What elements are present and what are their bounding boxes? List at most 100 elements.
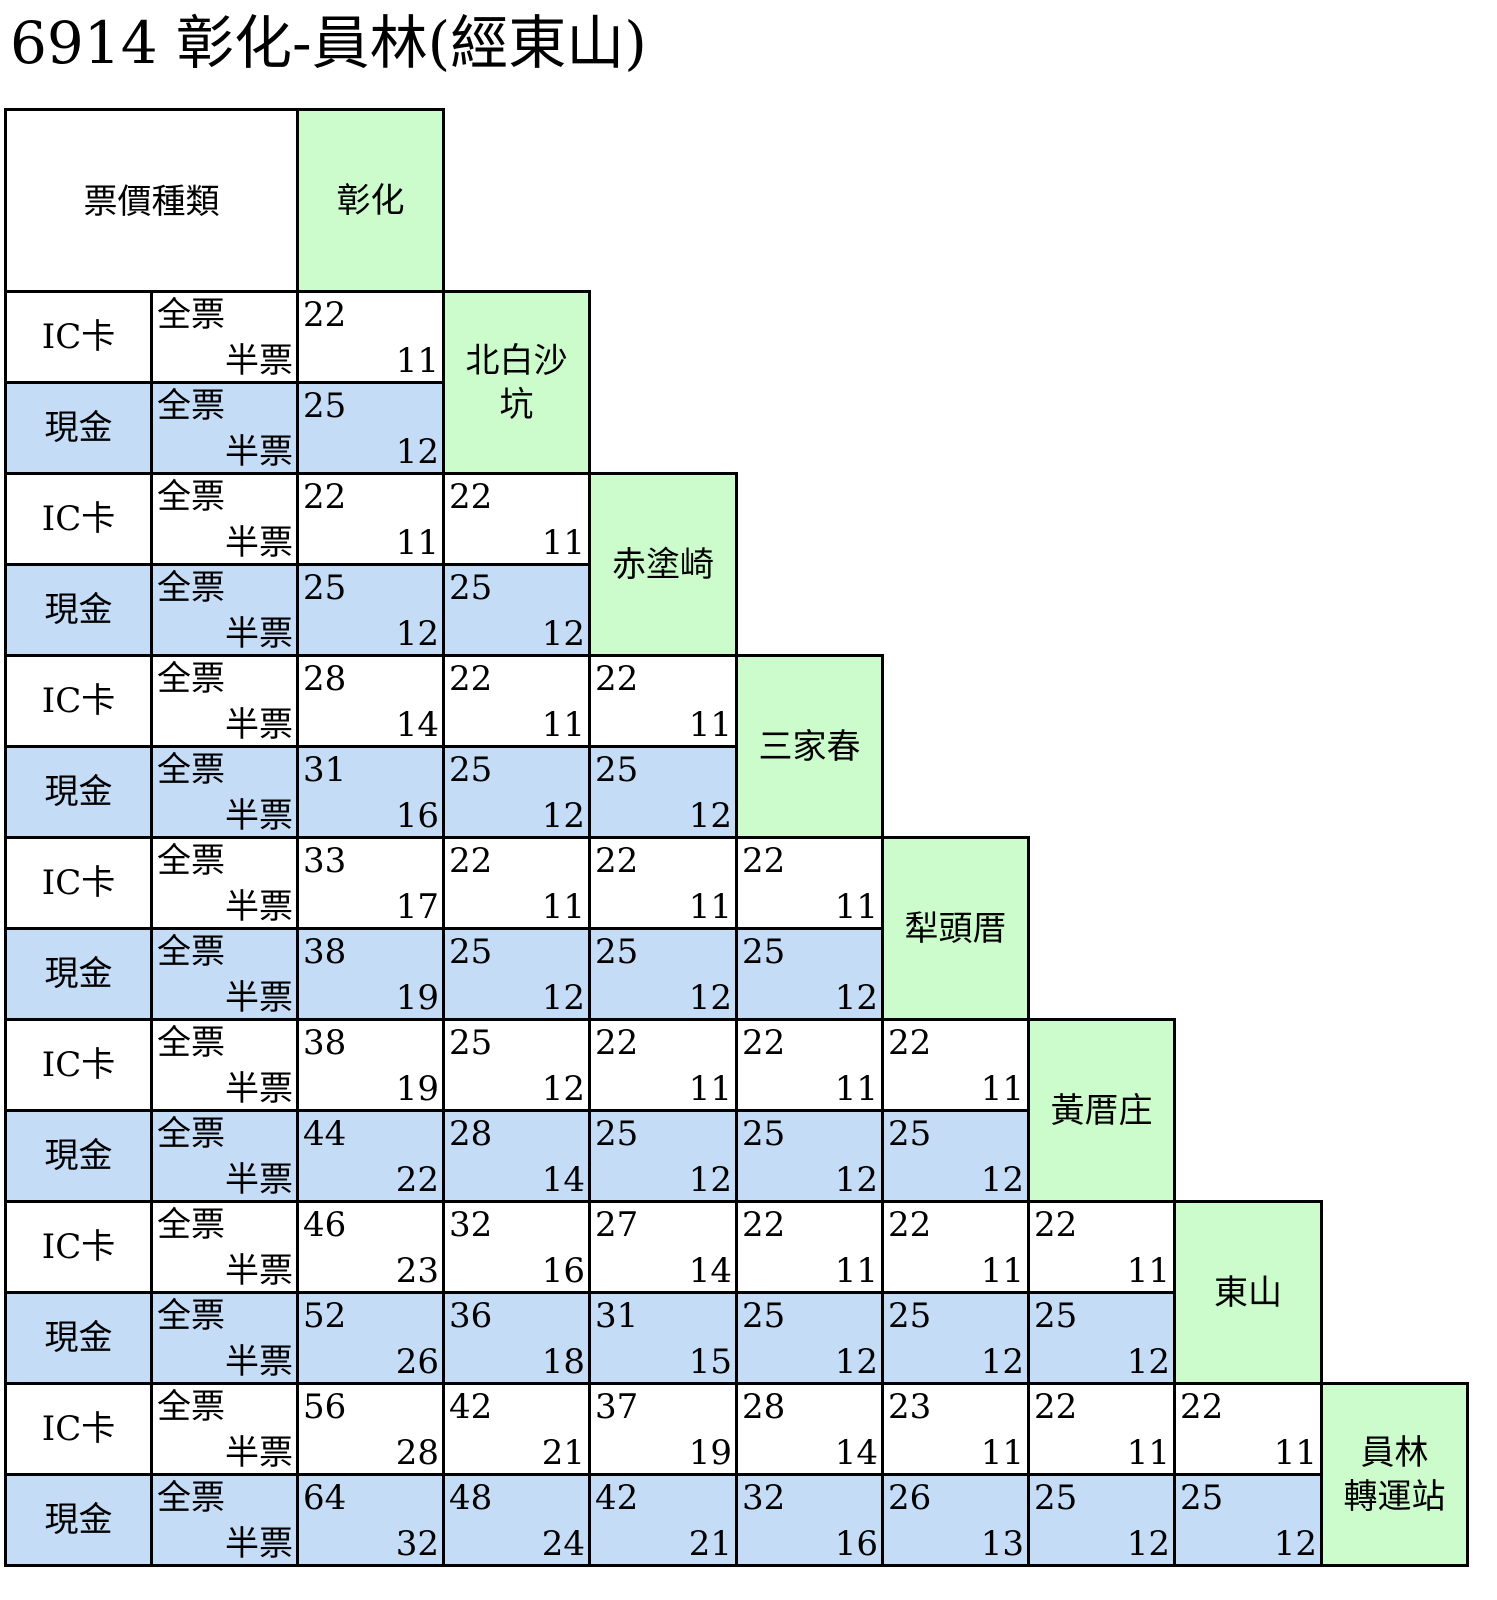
half-fare-value: 11	[1273, 1433, 1317, 1473]
half-fare-value: 12	[688, 1160, 732, 1200]
half-fare-value: 12	[688, 978, 732, 1018]
full-fare-value: 38	[303, 1023, 347, 1063]
full-fare-value: 22	[1034, 1387, 1078, 1427]
station-cell: 赤塗崎	[588, 472, 738, 657]
cash-fare-cell: 28 14	[442, 1109, 591, 1203]
full-ticket-label: 全票	[157, 295, 225, 335]
cash-fare-cell: 44 22	[296, 1109, 445, 1203]
station-name: 犁頭厝	[904, 908, 1007, 949]
half-fare-value: 18	[541, 1342, 585, 1382]
cash-fare-cell: 25 12	[881, 1291, 1030, 1385]
ic-fare-cell: 28 14	[735, 1382, 884, 1476]
half-fare-value: 11	[688, 705, 732, 745]
cash-label: 現金	[4, 1291, 153, 1385]
ic-fare-cell: 42 21	[442, 1382, 591, 1476]
station-name: 員林 轉運站	[1343, 1432, 1446, 1517]
ic-fare-cell: 33 17	[296, 836, 445, 930]
cash-fare-cell: 38 19	[296, 927, 445, 1021]
cash-text: 現金	[44, 772, 113, 812]
half-fare-value: 11	[688, 1069, 732, 1109]
half-ticket-label: 半票	[225, 1251, 293, 1291]
ic-card-label: IC卡	[4, 654, 153, 748]
ic-card-text: IC卡	[41, 1045, 116, 1085]
full-fare-value: 42	[595, 1478, 639, 1518]
ic-fare-cell: 22 11	[1027, 1200, 1176, 1294]
cash-fare-cell: 25 12	[442, 745, 591, 839]
cash-fare-cell: 36 18	[442, 1291, 591, 1385]
ic-card-label: IC卡	[4, 290, 153, 384]
ticket-type-cell: 全票 半票	[150, 745, 299, 839]
station-name: 黃厝庄	[1050, 1090, 1153, 1131]
full-fare-value: 31	[303, 750, 347, 790]
station-name: 三家春	[758, 726, 861, 767]
half-fare-value: 21	[541, 1433, 585, 1473]
cash-text: 現金	[44, 1318, 113, 1358]
station-name: 赤塗崎	[612, 544, 714, 585]
full-fare-value: 32	[742, 1478, 786, 1518]
ic-card-label: IC卡	[4, 1382, 153, 1476]
ticket-type-cell: 全票 半票	[150, 1200, 299, 1294]
full-ticket-label: 全票	[157, 568, 225, 608]
cash-fare-cell: 25 12	[735, 927, 884, 1021]
ticket-type-cell: 全票 半票	[150, 381, 299, 475]
ticket-type-cell: 全票 半票	[150, 563, 299, 657]
half-fare-value: 28	[395, 1433, 439, 1473]
ic-card-text: IC卡	[41, 1409, 116, 1449]
half-fare-value: 16	[395, 796, 439, 836]
station-name: 東山	[1214, 1272, 1282, 1313]
half-fare-value: 12	[541, 978, 585, 1018]
full-fare-value: 46	[303, 1205, 347, 1245]
full-fare-value: 25	[595, 1114, 639, 1154]
cash-text: 現金	[44, 954, 113, 994]
ic-fare-cell: 22 11	[735, 1200, 884, 1294]
cash-fare-cell: 25 12	[588, 927, 738, 1021]
half-ticket-label: 半票	[225, 887, 293, 927]
full-fare-value: 26	[888, 1478, 932, 1518]
half-ticket-label: 半票	[225, 1342, 293, 1382]
half-fare-value: 14	[395, 705, 439, 745]
full-fare-value: 38	[303, 932, 347, 972]
cash-fare-cell: 25 12	[881, 1109, 1030, 1203]
full-fare-value: 22	[1034, 1205, 1078, 1245]
cash-fare-cell: 31 16	[296, 745, 445, 839]
half-fare-value: 14	[834, 1433, 878, 1473]
full-fare-value: 31	[595, 1296, 639, 1336]
half-fare-value: 32	[395, 1524, 439, 1564]
half-ticket-label: 半票	[225, 1160, 293, 1200]
half-fare-value: 11	[395, 523, 439, 563]
full-fare-value: 56	[303, 1387, 347, 1427]
cash-fare-cell: 25 12	[296, 381, 445, 475]
full-fare-value: 22	[449, 659, 493, 699]
full-fare-value: 52	[303, 1296, 347, 1336]
full-fare-value: 32	[449, 1205, 493, 1245]
cash-label: 現金	[4, 1109, 153, 1203]
cash-fare-cell: 52 26	[296, 1291, 445, 1385]
full-fare-value: 28	[303, 659, 347, 699]
ic-fare-cell: 23 11	[881, 1382, 1030, 1476]
ic-fare-cell: 32 16	[442, 1200, 591, 1294]
ticket-type-cell: 全票 半票	[150, 1473, 299, 1567]
ic-fare-cell: 22 11	[588, 1018, 738, 1112]
full-fare-value: 22	[595, 841, 639, 881]
ic-fare-cell: 28 14	[296, 654, 445, 748]
half-fare-value: 12	[1126, 1524, 1170, 1564]
full-fare-value: 28	[742, 1387, 786, 1427]
ic-card-text: IC卡	[41, 1227, 116, 1267]
full-ticket-label: 全票	[157, 659, 225, 699]
half-fare-value: 11	[834, 1251, 878, 1291]
full-ticket-label: 全票	[157, 1296, 225, 1336]
station-cell: 黃厝庄	[1027, 1018, 1176, 1203]
ticket-type-cell: 全票 半票	[150, 1291, 299, 1385]
full-fare-value: 22	[303, 295, 347, 335]
cash-label: 現金	[4, 563, 153, 657]
half-fare-value: 21	[688, 1524, 732, 1564]
half-fare-value: 17	[395, 887, 439, 927]
cash-text: 現金	[44, 590, 113, 630]
ic-fare-cell: 46 23	[296, 1200, 445, 1294]
half-fare-value: 15	[688, 1342, 732, 1382]
half-fare-value: 11	[541, 887, 585, 927]
page-title: 6914 彰化-員林(經東山)	[10, 9, 647, 77]
half-fare-value: 26	[395, 1342, 439, 1382]
half-ticket-label: 半票	[225, 1524, 293, 1564]
